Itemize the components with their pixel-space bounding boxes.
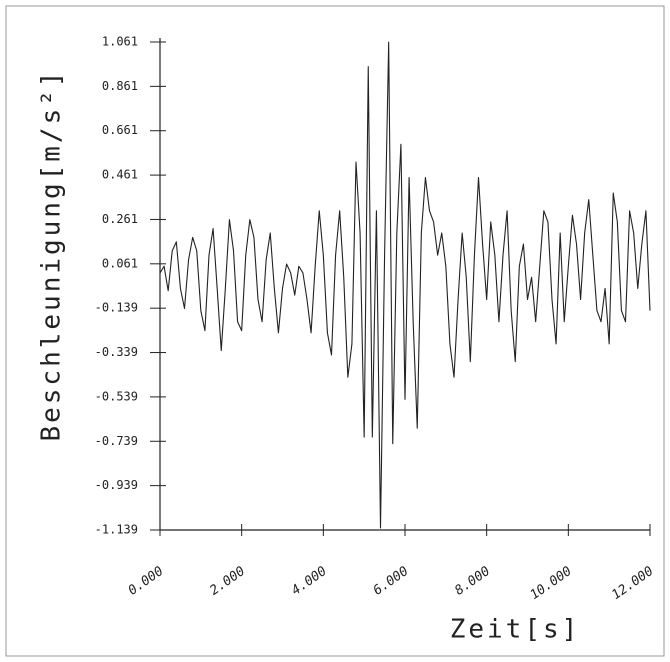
x-tick-label: 4.000 [289, 564, 330, 599]
y-tick-label: 0.461 [102, 168, 138, 182]
y-tick-label: -0.539 [95, 389, 138, 403]
y-tick-label: -1.139 [95, 523, 138, 537]
y-tick-label: 0.661 [102, 123, 138, 137]
y-tick-label: 1.061 [102, 35, 138, 49]
x-tick-label: 2.000 [207, 564, 248, 599]
y-tick-label: 0.061 [102, 256, 138, 270]
x-tick-label: 8.000 [452, 564, 493, 599]
y-tick-label: -0.139 [95, 301, 138, 315]
y-tick-label: -0.739 [95, 434, 138, 448]
y-tick-label: 0.861 [102, 79, 138, 93]
y-tick-label: 0.261 [102, 212, 138, 226]
x-tick-label: 10.000 [528, 564, 575, 603]
x-tick-label: 12.000 [609, 564, 656, 603]
y-tick-label: -0.339 [95, 345, 138, 359]
x-tick-label: 6.000 [371, 564, 412, 599]
x-axis-title: Zeit[s] [450, 615, 581, 645]
x-tick-label: 0.000 [126, 564, 167, 599]
data-line [159, 41, 651, 529]
y-axis-title: Beschleunigung[m/s²] [37, 68, 67, 441]
y-tick-label: -0.939 [95, 478, 138, 492]
frame [5, 5, 665, 657]
